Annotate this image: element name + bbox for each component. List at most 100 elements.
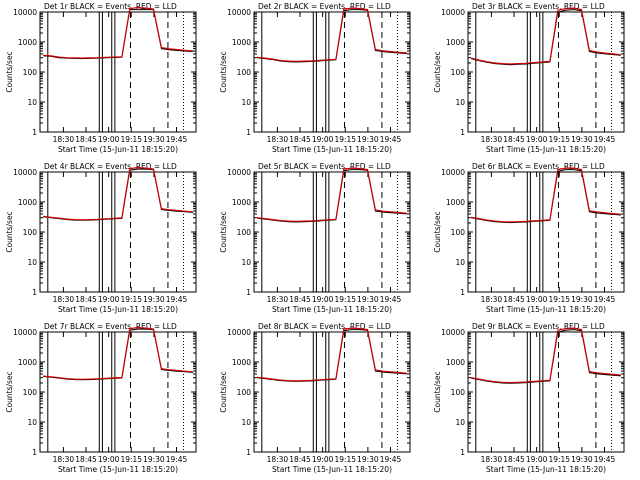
series-line-lld bbox=[471, 167, 621, 223]
x-tick-label: 18:45 bbox=[289, 295, 311, 304]
y-tick-label: 100 bbox=[23, 388, 38, 397]
x-tick-label: 19:15 bbox=[548, 455, 570, 464]
y-tick-label: 1 bbox=[246, 128, 251, 137]
x-tick-label: 18:45 bbox=[75, 135, 97, 144]
y-tick-label: 1000 bbox=[446, 198, 465, 207]
x-tick-label: 18:45 bbox=[289, 455, 311, 464]
x-tick-label: 19:45 bbox=[380, 295, 402, 304]
x-tick-label: 19:15 bbox=[334, 135, 356, 144]
y-tick-label: 100 bbox=[237, 228, 252, 237]
y-tick-label: 100 bbox=[23, 228, 38, 237]
chart-title: Det 1r BLACK = Events, RED = LLD bbox=[44, 2, 177, 11]
series-line-lld bbox=[470, 327, 621, 384]
y-tick-label: 10 bbox=[455, 418, 465, 427]
y-axis-label: Counts/sec bbox=[219, 371, 228, 412]
y-tick-label: 1000 bbox=[18, 198, 37, 207]
x-tick-label: 19:45 bbox=[166, 135, 188, 144]
y-tick-label: 1000 bbox=[232, 38, 251, 47]
y-tick-label: 100 bbox=[237, 68, 252, 77]
y-tick-label: 10000 bbox=[13, 8, 37, 17]
chart-panel-9: Det 9r BLACK = Events, RED = LLD 1 10 100 10… bbox=[433, 322, 625, 474]
series-line-events bbox=[257, 169, 407, 223]
chart-title: Det 4r BLACK = Events, RED = LLD bbox=[44, 162, 177, 171]
x-tick-label: 19:00 bbox=[98, 295, 120, 304]
y-tick-label: 10000 bbox=[227, 168, 251, 177]
x-tick-label: 19:45 bbox=[594, 455, 616, 464]
y-tick-label: 1 bbox=[246, 448, 251, 457]
x-axis-label: Start Time (15-Jun-11 18:15:20) bbox=[58, 465, 178, 474]
chart-title: Det 7r BLACK = Events, RED = LLD bbox=[44, 322, 177, 331]
y-tick-label: 10 bbox=[27, 258, 37, 267]
chart-title: Det 5r BLACK = Events, RED = LLD bbox=[258, 162, 391, 171]
x-tick-label: 18:30 bbox=[53, 455, 75, 464]
y-tick-label: 10000 bbox=[441, 168, 465, 177]
x-tick-label: 18:30 bbox=[481, 455, 503, 464]
x-tick-label: 18:45 bbox=[503, 135, 525, 144]
x-tick-label: 19:15 bbox=[548, 135, 570, 144]
x-axis-label: Start Time (15-Jun-11 18:15:20) bbox=[272, 465, 392, 474]
y-tick-label: 10 bbox=[455, 98, 465, 107]
x-tick-label: 18:30 bbox=[267, 295, 289, 304]
x-tick-label: 19:30 bbox=[571, 295, 593, 304]
x-tick-label: 18:45 bbox=[75, 295, 97, 304]
x-axis-label: Start Time (15-Jun-11 18:15:20) bbox=[272, 305, 392, 314]
chart-panel-4: Det 4r BLACK = Events, RED = LLD 1 10 100 10… bbox=[5, 162, 197, 314]
x-tick-label: 19:15 bbox=[548, 295, 570, 304]
y-axis-label: Counts/sec bbox=[219, 211, 228, 252]
y-tick-label: 10000 bbox=[13, 168, 37, 177]
x-tick-label: 19:30 bbox=[571, 455, 593, 464]
y-tick-label: 1000 bbox=[446, 358, 465, 367]
y-axis-label: Counts/sec bbox=[433, 211, 442, 252]
x-tick-label: 19:00 bbox=[98, 455, 120, 464]
series-line-events bbox=[471, 329, 621, 384]
y-tick-label: 10000 bbox=[227, 8, 251, 17]
chart-panel-5: Det 5r BLACK = Events, RED = LLD 1 10 100 10… bbox=[219, 162, 411, 314]
x-tick-label: 19:30 bbox=[357, 135, 379, 144]
chart-panel-7: Det 7r BLACK = Events, RED = LLD 1 10 100 10… bbox=[5, 322, 197, 474]
plot-frame bbox=[39, 11, 197, 133]
y-tick-label: 1000 bbox=[446, 38, 465, 47]
x-tick-label: 18:30 bbox=[481, 295, 503, 304]
x-tick-label: 18:30 bbox=[267, 455, 289, 464]
x-tick-label: 19:00 bbox=[312, 135, 334, 144]
x-tick-label: 18:45 bbox=[75, 455, 97, 464]
x-tick-label: 19:45 bbox=[380, 455, 402, 464]
x-tick-label: 18:30 bbox=[267, 135, 289, 144]
y-tick-label: 1000 bbox=[232, 358, 251, 367]
chart-panel-2: Det 2r BLACK = Events, RED = LLD 1 10 100 10… bbox=[219, 2, 411, 154]
y-tick-label: 1 bbox=[32, 288, 37, 297]
y-tick-label: 10 bbox=[241, 98, 251, 107]
series-line-lld bbox=[43, 166, 193, 221]
series-line-lld bbox=[257, 327, 407, 382]
x-tick-label: 18:45 bbox=[289, 135, 311, 144]
y-tick-label: 10 bbox=[455, 258, 465, 267]
x-tick-label: 19:45 bbox=[594, 135, 616, 144]
y-tick-label: 10 bbox=[27, 418, 37, 427]
x-axis-label: Start Time (15-Jun-11 18:15:20) bbox=[58, 305, 178, 314]
series-line-lld bbox=[257, 7, 407, 63]
y-tick-label: 1000 bbox=[232, 198, 251, 207]
x-tick-label: 19:30 bbox=[143, 135, 165, 144]
y-tick-label: 1 bbox=[460, 128, 465, 137]
y-axis-label: Counts/sec bbox=[5, 211, 14, 252]
y-axis-label: Counts/sec bbox=[219, 51, 228, 92]
series-line-lld bbox=[43, 326, 193, 380]
x-tick-label: 19:45 bbox=[594, 295, 616, 304]
plot-frame bbox=[253, 331, 411, 453]
plot-frame bbox=[467, 331, 625, 453]
x-tick-label: 19:00 bbox=[98, 135, 120, 144]
plot-frame bbox=[467, 171, 625, 293]
x-tick-label: 19:15 bbox=[120, 295, 142, 304]
series-line-events bbox=[257, 9, 407, 63]
x-tick-label: 19:00 bbox=[526, 135, 548, 144]
y-axis-label: Counts/sec bbox=[433, 51, 442, 92]
series-line-events bbox=[43, 328, 193, 381]
x-tick-label: 19:00 bbox=[526, 455, 548, 464]
x-tick-label: 19:30 bbox=[143, 455, 165, 464]
y-tick-label: 100 bbox=[237, 388, 252, 397]
y-tick-label: 10000 bbox=[227, 328, 251, 337]
chart-panel-1: Det 1r BLACK = Events, RED = LLD 1 10 100 10… bbox=[5, 2, 197, 154]
chart-title: Det 6r BLACK = Events, RED = LLD bbox=[472, 162, 605, 171]
series-line-events bbox=[470, 9, 621, 66]
